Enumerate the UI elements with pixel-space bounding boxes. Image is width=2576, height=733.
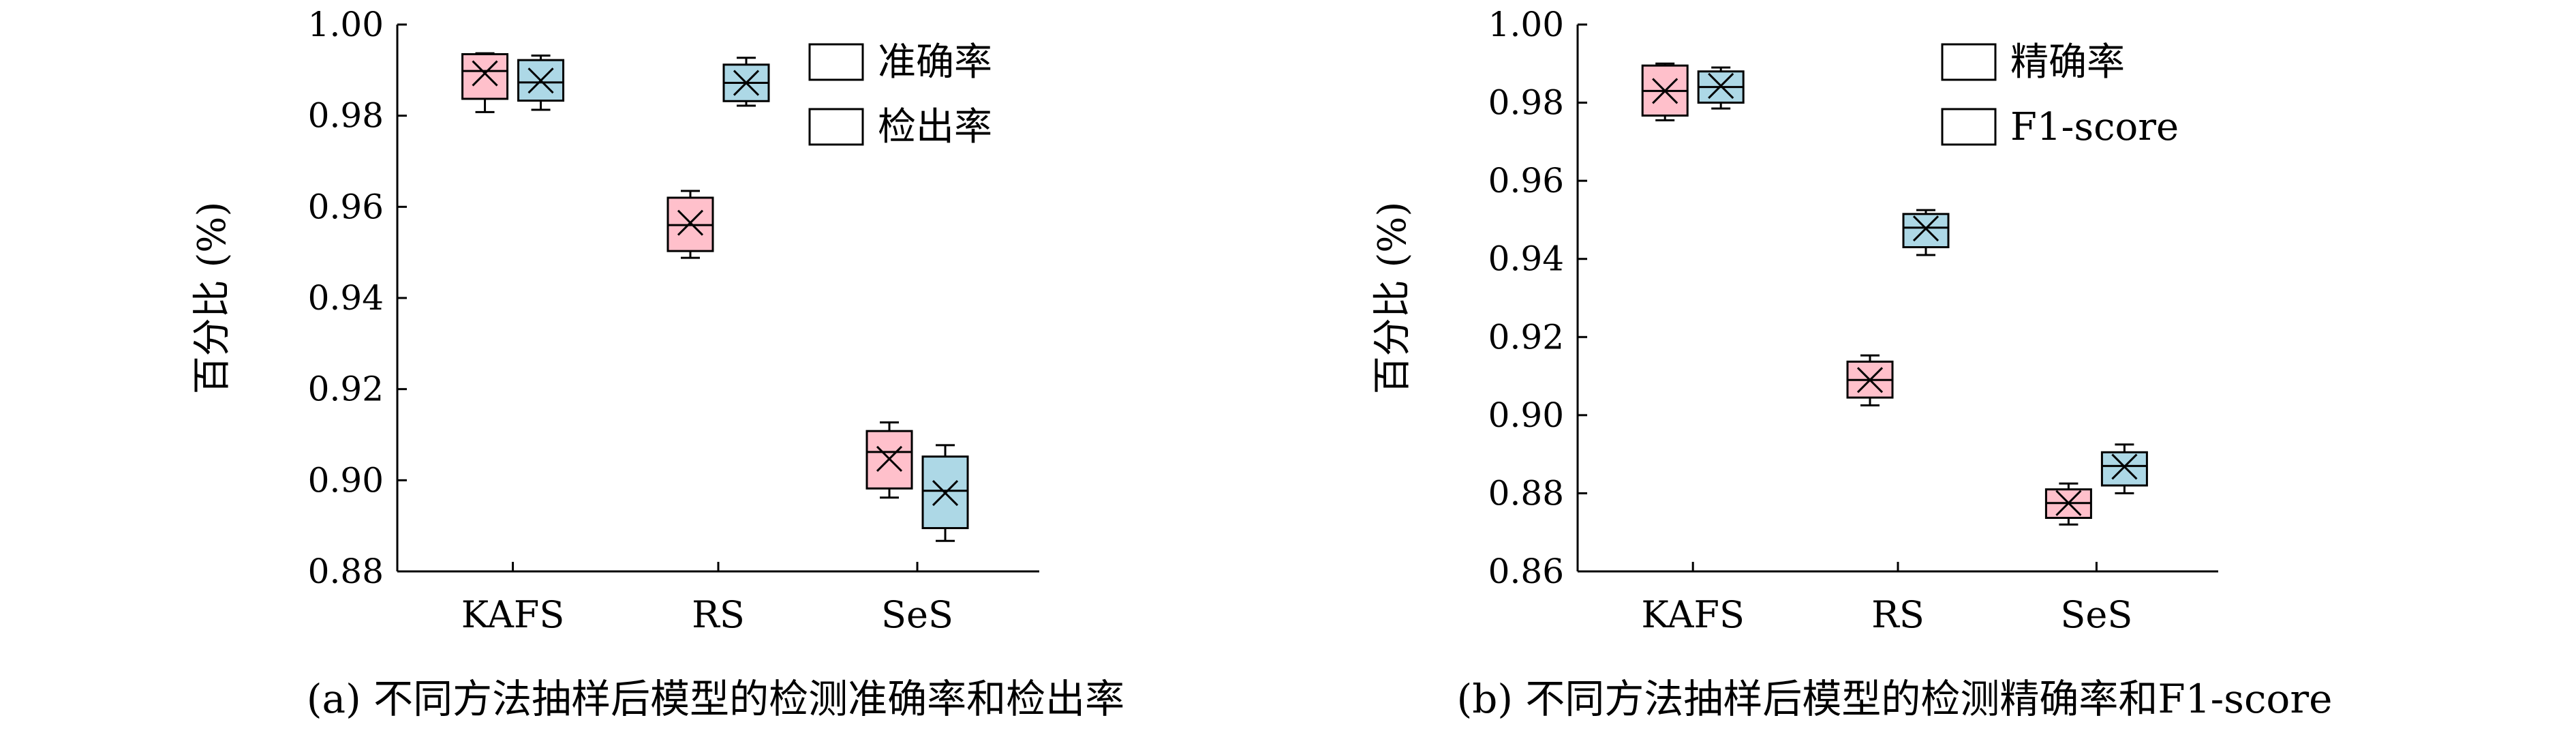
y-tick-label: 1.00 (308, 5, 384, 44)
mean-marker (2055, 490, 2082, 516)
x-tick-label: SeS (881, 593, 953, 636)
box-iqr (461, 53, 509, 100)
y-tick-label: 0.90 (308, 460, 384, 500)
plot-area-a: 0.88 0.90 0.92 0.94 0.96 0.98 1.00 KAFS RS SeS (308, 5, 1039, 636)
box-F1-score-KAFS (1697, 66, 1745, 110)
box-series-b (1641, 62, 2148, 526)
box-准确率-RS (666, 190, 714, 259)
box-准确率-SeS (865, 421, 913, 499)
box-检出率-SeS (921, 444, 969, 542)
x-tick-label: SeS (2060, 593, 2132, 636)
chart-panel-a: 0.88 0.90 0.92 0.94 0.96 0.98 1.00 KAFS RS SeS 准确… (190, 5, 1124, 722)
caption-b: (b) 不同方法抽样后模型的检测精确率和F1-score (1457, 676, 2333, 722)
box-iqr (2100, 451, 2148, 487)
y-tick-label: 0.98 (308, 96, 384, 136)
box-精确率-KAFS (1641, 62, 1689, 121)
box-iqr (1902, 213, 1950, 249)
box-精确率-SeS (2044, 482, 2092, 526)
y-axis-label-a: 百分比 (%) (190, 202, 234, 395)
box-iqr (921, 455, 969, 530)
legend-a: 准确率 检出率 (808, 40, 992, 149)
y-tick-label: 0.96 (1488, 161, 1564, 200)
y-tick-label: 0.88 (1488, 473, 1564, 513)
mean-marker (733, 70, 760, 96)
x-tick-label: KAFS (461, 593, 565, 636)
mean-marker (1912, 215, 1939, 242)
legend-label-f1-score: F1-score (2010, 105, 2179, 149)
legend-b: 精确率 F1-score (1941, 40, 2179, 149)
y-tick-label: 0.86 (1488, 552, 1564, 591)
mean-marker (932, 479, 959, 507)
plot-area-b: 0.86 0.88 0.90 0.92 0.94 0.96 0.98 1.00 KAFS RS Se… (1488, 5, 2218, 636)
x-tick-label: RS (1871, 593, 1925, 636)
legend-label-precision: 精确率 (2010, 40, 2125, 85)
mean-marker (472, 60, 498, 87)
legend-swatch-detection-rate (808, 108, 864, 146)
x-tick-label: KAFS (1641, 593, 1745, 636)
mean-marker (677, 209, 704, 236)
mean-marker (1652, 78, 1678, 104)
box-F1-score-RS (1902, 209, 1950, 256)
legend-label-detection-rate: 检出率 (878, 105, 992, 149)
box-准确率-KAFS (461, 52, 509, 113)
y-tick-label: 0.94 (1488, 239, 1564, 279)
y-tick-label: 0.92 (1488, 317, 1564, 357)
x-tick-label: RS (692, 593, 745, 636)
y-tick-label: 1.00 (1488, 5, 1564, 44)
y-tick-label: 0.88 (308, 552, 384, 591)
y-tick-label: 0.94 (308, 278, 384, 318)
mean-marker (876, 445, 903, 472)
caption-a: (a) 不同方法抽样后模型的检测准确率和检出率 (307, 676, 1124, 722)
box-检出率-KAFS (517, 54, 565, 111)
legend-swatch-precision (1941, 43, 1997, 81)
y-tick-label: 0.96 (308, 187, 384, 226)
y-axis-label-b: 百分比 (%) (1370, 202, 1415, 395)
mean-marker (1708, 72, 1734, 99)
legend-swatch-accuracy (808, 43, 864, 81)
mean-marker (527, 68, 554, 94)
legend-swatch-f1-score (1941, 108, 1997, 146)
box-检出率-RS (722, 57, 770, 107)
y-tick-label: 0.98 (1488, 83, 1564, 123)
legend-label-accuracy: 准确率 (878, 40, 992, 85)
mean-marker (1856, 367, 1884, 393)
chart-panel-b: 0.86 0.88 0.90 0.92 0.94 0.96 0.98 1.00 KAFS RS Se… (1370, 5, 2332, 722)
box-精确率-RS (1846, 354, 1894, 407)
box-series-a (461, 52, 969, 542)
box-F1-score-SeS (2100, 443, 2148, 494)
y-tick-label: 0.90 (1488, 395, 1564, 435)
mean-marker (2111, 453, 2138, 480)
y-tick-label: 0.92 (308, 370, 384, 409)
